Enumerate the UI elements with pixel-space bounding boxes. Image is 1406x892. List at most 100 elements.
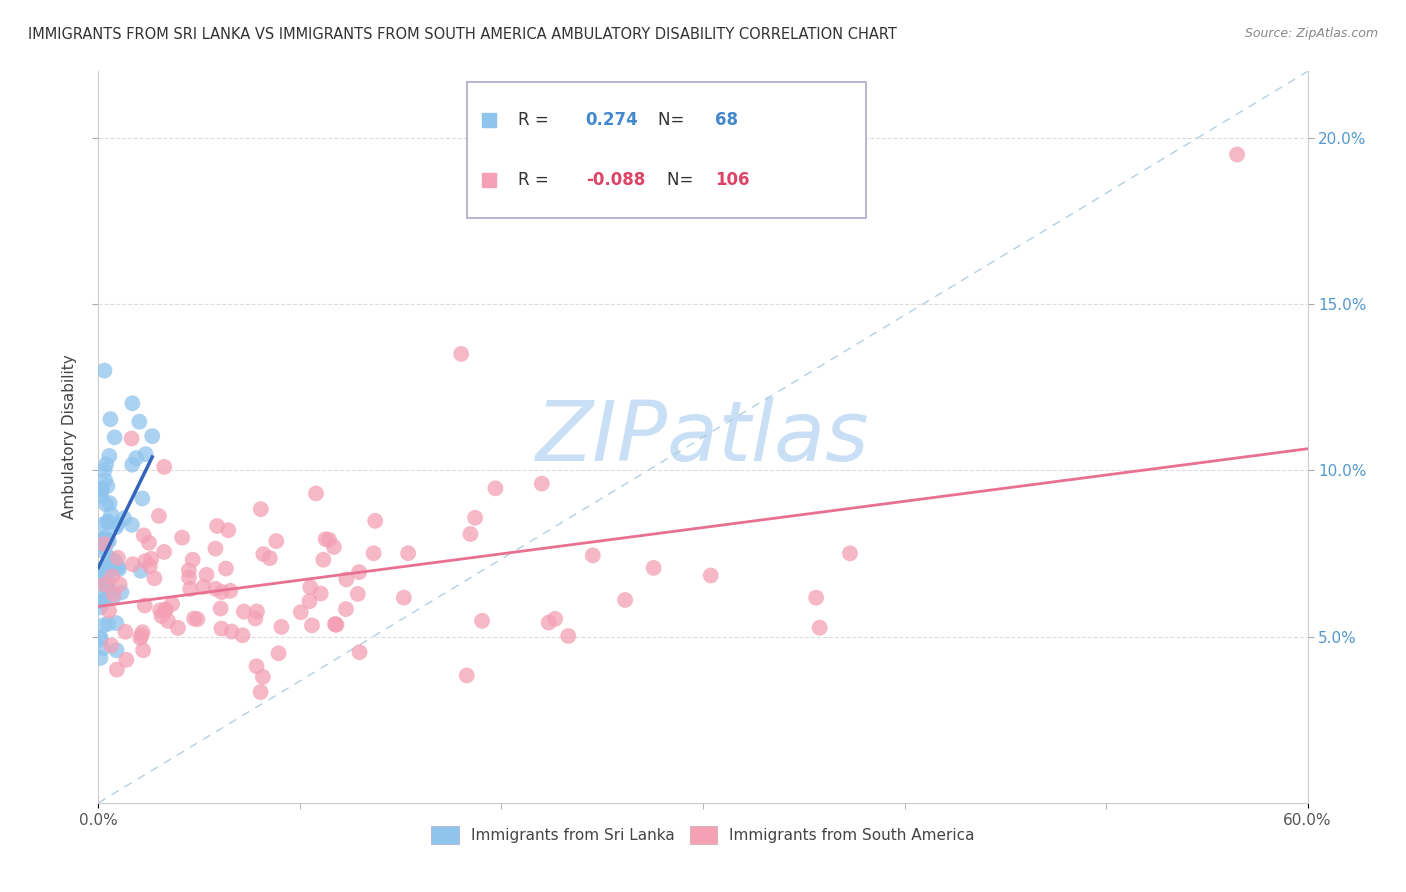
Point	[217, 523, 239, 537]
Point	[96, 587, 118, 601]
Point	[100, 508, 122, 522]
Point	[177, 571, 200, 585]
Point	[347, 565, 370, 579]
Point	[129, 631, 152, 645]
Point	[153, 459, 176, 474]
Point	[346, 587, 368, 601]
Point	[98, 604, 121, 618]
Point	[132, 643, 155, 657]
Point	[131, 628, 153, 642]
Point	[107, 550, 129, 565]
Point	[138, 535, 160, 549]
Point	[179, 582, 201, 596]
Point	[537, 615, 560, 630]
Point	[186, 612, 208, 626]
Point	[484, 481, 506, 495]
Point	[96, 479, 118, 493]
Point	[252, 547, 274, 561]
Point	[97, 577, 120, 591]
Point	[131, 625, 153, 640]
Point	[456, 668, 478, 682]
FancyBboxPatch shape	[467, 82, 866, 218]
Point	[245, 611, 267, 625]
Point	[155, 602, 177, 616]
Point	[97, 550, 120, 565]
Point	[259, 551, 281, 566]
Point	[91, 562, 114, 576]
Point	[93, 463, 115, 477]
Point	[396, 546, 419, 560]
Point	[89, 632, 111, 647]
Point	[209, 601, 232, 615]
Point	[115, 653, 138, 667]
Point	[582, 549, 605, 563]
Point	[323, 617, 346, 632]
Point	[100, 412, 122, 426]
Point	[128, 415, 150, 429]
Point	[392, 591, 415, 605]
Point	[231, 628, 253, 642]
Point	[349, 645, 371, 659]
Point	[89, 594, 111, 608]
Point	[250, 502, 273, 516]
Point	[91, 533, 114, 547]
Point	[104, 520, 127, 534]
Point	[114, 624, 136, 639]
Point	[89, 543, 111, 558]
Point	[94, 541, 117, 556]
Point	[167, 621, 190, 635]
Point	[544, 612, 567, 626]
Text: -0.088: -0.088	[586, 170, 645, 189]
Point	[148, 508, 170, 523]
Point	[96, 578, 118, 592]
Point	[232, 605, 254, 619]
Text: R =: R =	[517, 112, 554, 129]
Point	[103, 555, 125, 569]
Point	[89, 600, 111, 615]
Point	[530, 476, 553, 491]
Point	[246, 604, 269, 618]
Point	[315, 532, 337, 546]
Point	[301, 618, 323, 632]
Point	[96, 457, 118, 471]
Point	[204, 541, 226, 556]
Text: N=: N=	[658, 112, 690, 129]
Point	[97, 516, 120, 530]
Point	[305, 486, 328, 500]
Point	[103, 553, 125, 567]
Point	[155, 603, 177, 617]
Point	[100, 638, 122, 652]
Point	[464, 511, 486, 525]
Point	[150, 609, 173, 624]
Point	[219, 583, 242, 598]
Point	[471, 614, 494, 628]
Point	[221, 624, 243, 639]
Point	[91, 517, 114, 532]
Point	[91, 641, 114, 656]
Point	[643, 561, 665, 575]
Text: Source: ZipAtlas.com: Source: ZipAtlas.com	[1244, 27, 1378, 40]
Point	[91, 564, 114, 578]
Point	[160, 597, 183, 611]
Point	[121, 396, 143, 410]
Point	[245, 659, 267, 673]
Point	[204, 582, 226, 596]
Legend: Immigrants from Sri Lanka, Immigrants from South America: Immigrants from Sri Lanka, Immigrants fr…	[425, 820, 981, 850]
Point	[312, 553, 335, 567]
Text: N=: N=	[666, 170, 699, 189]
Point	[325, 617, 347, 632]
Point	[125, 450, 148, 465]
Point	[299, 580, 322, 594]
Point	[105, 643, 128, 657]
Point	[132, 528, 155, 542]
Text: 0.274: 0.274	[586, 112, 638, 129]
Point	[839, 546, 862, 560]
Point	[107, 560, 129, 574]
Point	[90, 483, 112, 497]
Point	[110, 585, 132, 599]
Text: 106: 106	[716, 170, 749, 189]
Point	[98, 496, 121, 510]
Point	[98, 449, 121, 463]
Point	[700, 568, 723, 582]
Point	[364, 514, 387, 528]
